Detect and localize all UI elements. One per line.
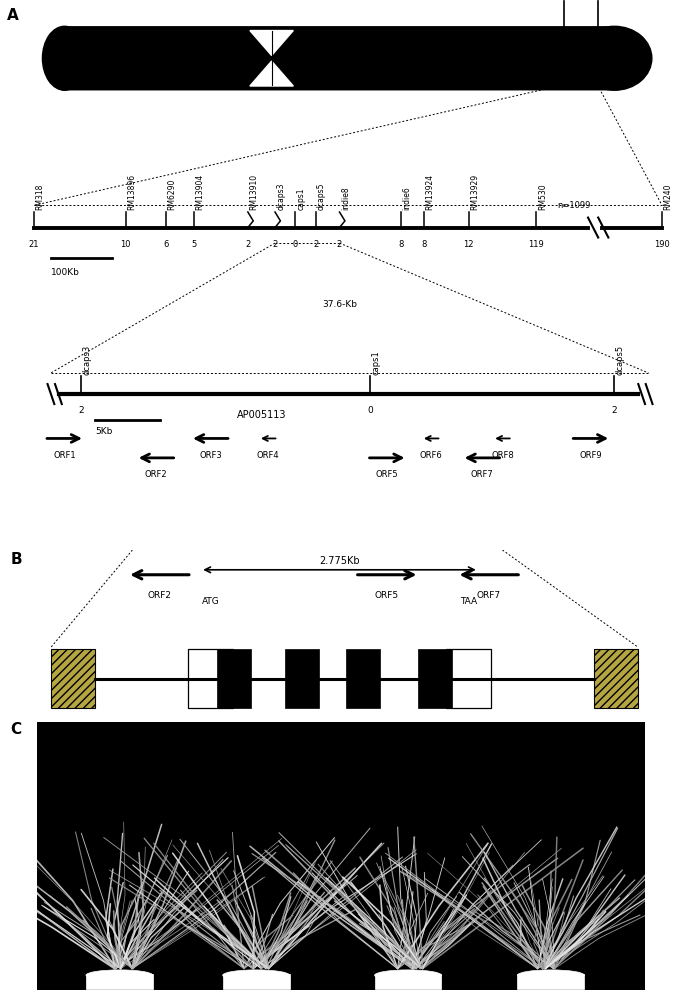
- Text: 190: 190: [654, 240, 670, 249]
- Text: RM240: RM240: [663, 184, 672, 210]
- Text: RM13910: RM13910: [249, 174, 258, 210]
- Ellipse shape: [42, 26, 86, 90]
- Bar: [217, 649, 251, 708]
- Text: C: C: [10, 722, 21, 737]
- Text: ORF6: ORF6: [420, 451, 443, 460]
- Bar: [188, 649, 232, 708]
- Bar: [51, 649, 95, 708]
- Text: 5Kb: 5Kb: [95, 427, 113, 436]
- Text: n=1099: n=1099: [557, 201, 591, 210]
- Bar: [375, 974, 441, 989]
- Text: ORF8: ORF8: [491, 451, 514, 460]
- Text: AP005113: AP005113: [237, 410, 286, 420]
- Text: B: B: [10, 552, 22, 567]
- Bar: [418, 649, 452, 708]
- Text: RM530: RM530: [538, 184, 547, 210]
- Polygon shape: [250, 61, 293, 86]
- Text: 2: 2: [313, 240, 318, 249]
- Text: 21: 21: [29, 240, 39, 249]
- Text: ATG: ATG: [202, 597, 219, 606]
- Text: 8: 8: [398, 240, 403, 249]
- Text: dcaps5: dcaps5: [317, 183, 326, 210]
- Text: RM13896: RM13896: [127, 174, 136, 210]
- Text: ORF1: ORF1: [53, 451, 76, 460]
- Text: ORF7: ORF7: [471, 470, 494, 479]
- Ellipse shape: [375, 970, 441, 981]
- Text: RM13924: RM13924: [426, 174, 435, 210]
- Text: RM13929: RM13929: [470, 174, 479, 210]
- Text: RM318: RM318: [35, 184, 44, 210]
- Text: indie6: indie6: [402, 187, 411, 210]
- Bar: [447, 649, 490, 708]
- Text: ORF2: ORF2: [147, 591, 172, 600]
- Text: caps1: caps1: [371, 350, 380, 375]
- Text: 2: 2: [337, 240, 342, 249]
- Text: TAA: TAA: [460, 597, 477, 606]
- Text: 2: 2: [79, 406, 84, 415]
- Bar: [594, 649, 638, 708]
- Text: RM6290: RM6290: [168, 179, 177, 210]
- FancyBboxPatch shape: [58, 26, 614, 90]
- Ellipse shape: [577, 26, 652, 90]
- Text: dcaps5: dcaps5: [616, 344, 625, 375]
- Text: ORF4: ORF4: [257, 451, 280, 460]
- Text: 2: 2: [245, 240, 251, 249]
- Text: 119: 119: [528, 240, 545, 249]
- Ellipse shape: [223, 970, 289, 981]
- Text: 8: 8: [422, 240, 427, 249]
- Text: 12: 12: [463, 240, 474, 249]
- Bar: [346, 649, 380, 708]
- Text: 6: 6: [164, 240, 169, 249]
- Text: ORF5: ORF5: [375, 591, 399, 600]
- Text: 10: 10: [120, 240, 131, 249]
- Bar: [223, 974, 289, 989]
- Text: 0: 0: [367, 406, 373, 415]
- Text: A: A: [7, 8, 18, 23]
- Text: caps1: caps1: [297, 188, 306, 210]
- Text: ORF9: ORF9: [579, 451, 602, 460]
- Ellipse shape: [517, 970, 585, 981]
- Text: 2.775Kb: 2.775Kb: [319, 556, 360, 566]
- Ellipse shape: [86, 970, 153, 981]
- Text: ORF3: ORF3: [199, 451, 222, 460]
- Text: Chromosome 2: Chromosome 2: [81, 0, 177, 1]
- Text: 0: 0: [293, 240, 298, 249]
- Text: dcaps3: dcaps3: [83, 344, 92, 375]
- Text: RM13904: RM13904: [195, 174, 204, 210]
- Polygon shape: [250, 31, 293, 55]
- Text: ORF7: ORF7: [477, 591, 501, 600]
- Text: 2: 2: [612, 406, 617, 415]
- Text: 2: 2: [272, 240, 278, 249]
- Text: indie8: indie8: [341, 187, 350, 210]
- Text: dcaps3: dcaps3: [276, 183, 285, 210]
- Bar: [517, 974, 584, 989]
- Text: 5: 5: [191, 240, 196, 249]
- Text: 100Kb: 100Kb: [51, 268, 80, 277]
- Text: 37.6-Kb: 37.6-Kb: [322, 300, 357, 309]
- Bar: [86, 974, 153, 989]
- Bar: [285, 649, 319, 708]
- Text: ORF5: ORF5: [375, 470, 399, 479]
- Text: ORF2: ORF2: [145, 470, 168, 479]
